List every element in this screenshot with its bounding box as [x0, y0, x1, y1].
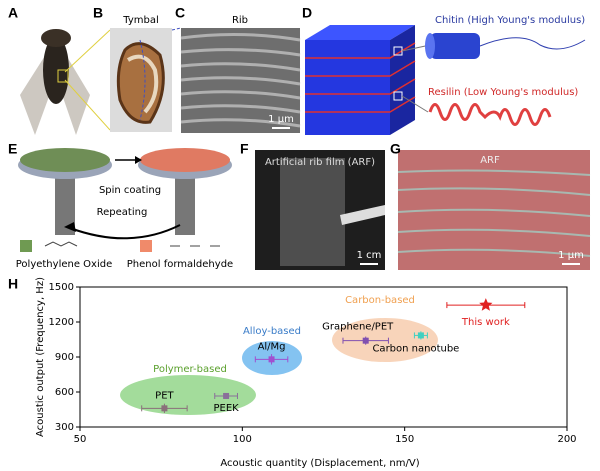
group-region: [332, 318, 438, 362]
x-tick-label: 50: [74, 434, 87, 445]
point: [362, 337, 369, 344]
point: [479, 298, 493, 311]
label: ARF: [480, 155, 500, 166]
y-tick-label: 900: [55, 352, 74, 363]
point: [161, 405, 168, 412]
label: Spin coating: [99, 185, 161, 196]
x-axis-label: Acoustic quantity (Displacement, nm/V): [220, 458, 419, 469]
y-tick-label: 1500: [49, 282, 74, 293]
label: Polyethylene Oxide: [16, 259, 112, 270]
scale-label: 1 μm: [268, 114, 294, 125]
panel-label: C: [175, 5, 185, 21]
y-tick-label: 300: [55, 422, 74, 433]
spin-coating-diagram: [18, 148, 232, 252]
panel-label: D: [302, 5, 312, 21]
panel-title: Tymbal: [122, 15, 158, 26]
group-label: Polymer-based: [153, 364, 227, 375]
arf-sem: [397, 150, 591, 270]
point: [223, 392, 230, 399]
cube-diagram: [305, 25, 586, 135]
panel-label: A: [8, 5, 18, 21]
tymbal-photo: [110, 27, 182, 132]
point-label: This work: [461, 317, 510, 328]
panel-label: E: [8, 141, 17, 157]
rib-sem: [180, 28, 301, 133]
label: Resilin (Low Young's modulus): [428, 87, 578, 98]
scale-label: 1 cm: [357, 250, 382, 261]
label: Artificial rib film (ARF): [265, 157, 375, 168]
point-label: PET: [155, 390, 174, 401]
point-label: PEEK: [213, 403, 239, 414]
point: [417, 332, 424, 339]
arf-photo: [255, 150, 385, 270]
y-axis-label: Acoustic output (Frequency, Hz): [35, 277, 46, 437]
point: [268, 356, 275, 363]
label: Chitin (High Young's modulus): [435, 15, 585, 26]
panel-label: F: [240, 141, 249, 157]
chart: Polymer-based Alloy-based Carbon-based 50 10…: [49, 282, 577, 445]
point-label: Carbon nanotube: [372, 343, 459, 354]
panel-label: H: [8, 276, 18, 292]
label: Phenol formaldehyde: [127, 259, 233, 270]
group-label: Alloy-based: [243, 326, 301, 337]
panel-title: Rib: [232, 15, 248, 26]
y-tick-label: 600: [55, 387, 74, 398]
label: Repeating: [97, 207, 148, 218]
panel-label: G: [390, 141, 401, 157]
group-region: [120, 375, 256, 415]
x-tick-label: 200: [557, 434, 576, 445]
y-tick-label: 1200: [49, 317, 74, 328]
group-label: Carbon-based: [345, 295, 415, 306]
x-tick-label: 150: [395, 434, 414, 445]
scale-label: 1 μm: [558, 250, 584, 261]
cicada-photo: [20, 29, 111, 135]
panel-label: B: [93, 5, 103, 21]
point-label: Graphene/PET: [322, 322, 394, 333]
point-label: Al/Mg: [258, 341, 286, 352]
x-tick-label: 100: [233, 434, 252, 445]
